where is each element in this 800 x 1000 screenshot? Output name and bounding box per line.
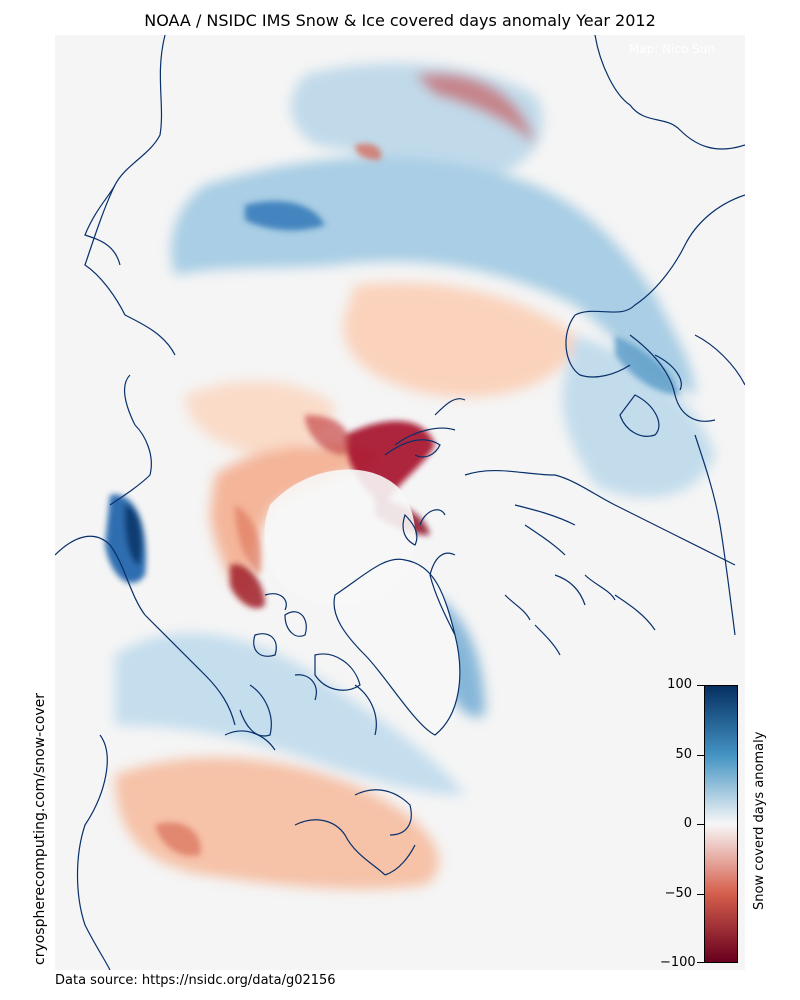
colorbar-label: Snow coverd days anomaly: [752, 731, 767, 910]
colorbar-tick-mark: [697, 894, 704, 895]
website-label: cryospherecomputing.com/snow-cover: [32, 692, 48, 965]
arctic-ice: [264, 469, 416, 606]
colorbar-tick-minus-50: −50: [664, 886, 692, 901]
coastlines: [55, 35, 745, 970]
colorbar: [704, 685, 738, 963]
colorbar-tick-minus-100: −100: [660, 955, 696, 970]
polar-map: Map: Nico Sun: [55, 35, 745, 970]
colorbar-tick-mark: [697, 962, 704, 963]
map-credit: Map: Nico Sun: [629, 42, 715, 56]
colorbar-tick-0: 0: [683, 816, 692, 831]
greenland: [334, 559, 460, 735]
colorbar-tick-mark: [697, 755, 704, 756]
colorbar-tick-mark: [697, 685, 704, 686]
colorbar-tick-mark: [697, 824, 704, 825]
data-source-label: Data source: https://nsidc.org/data/g021…: [55, 973, 336, 988]
colorbar-tick-50: 50: [675, 747, 692, 762]
colorbar-tick-100: 100: [667, 677, 692, 692]
map-canvas: Map: Nico Sun: [55, 35, 745, 970]
anomaly-field: [115, 63, 715, 890]
chart-title: NOAA / NSIDC IMS Snow & Ice covered days…: [144, 11, 656, 30]
